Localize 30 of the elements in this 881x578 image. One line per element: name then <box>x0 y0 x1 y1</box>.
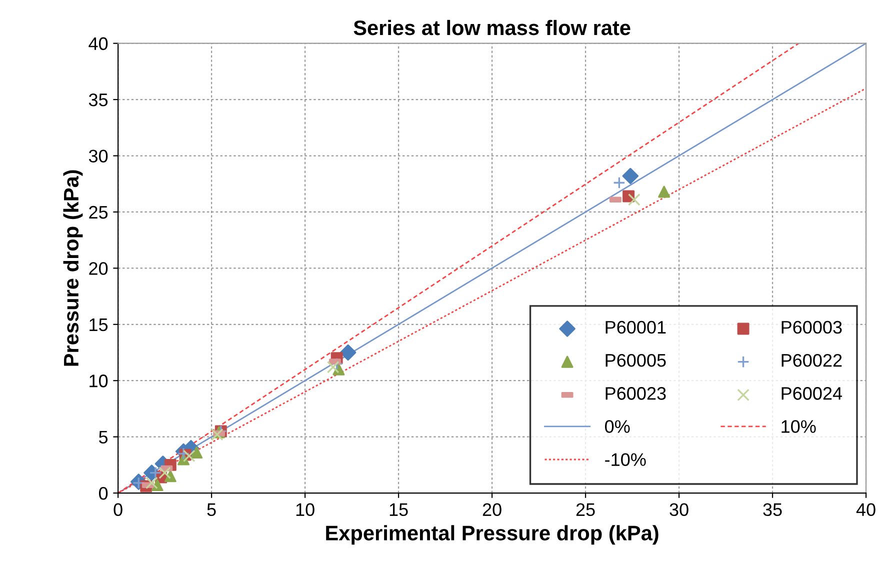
chart-title: Series at low mass flow rate <box>354 20 630 36</box>
legend-label: P60023 <box>606 387 666 400</box>
x-tick-label: 10 <box>296 503 314 516</box>
x-axis-title: Experimental Pressure drop (kPa) <box>326 525 658 545</box>
x-tick-label: 35 <box>763 503 782 516</box>
y-tick-label: 35 <box>88 93 108 106</box>
legend-label: 0% <box>605 420 630 433</box>
y-tick-label: 20 <box>89 262 108 275</box>
y-tick-label: 40 <box>88 37 108 50</box>
legend-label: -10% <box>605 453 646 466</box>
legend-label: 10% <box>782 420 816 433</box>
x-tick-label: 20 <box>482 503 502 516</box>
legend-label: P60003 <box>782 320 842 334</box>
x-tick-label: 25 <box>576 503 595 516</box>
legend-label: P60001 <box>606 320 666 334</box>
y-axis-title: Pressure drop (kPa) <box>63 170 83 366</box>
x-tick-label: 0 <box>114 503 122 516</box>
legend-label: P60022 <box>782 354 842 367</box>
y-tick-label: 15 <box>90 318 108 332</box>
x-tick-label: 15 <box>390 503 408 516</box>
y-tick-label: 5 <box>99 430 108 444</box>
y-tick-label: 25 <box>89 206 108 219</box>
x-tick-label: 5 <box>207 503 216 516</box>
y-tick-label: 0 <box>98 486 108 500</box>
x-tick-label: 40 <box>856 503 876 516</box>
y-tick-label: 30 <box>88 150 108 162</box>
legend-label: P60024 <box>782 387 842 400</box>
y-tick-label: 10 <box>90 374 108 388</box>
x-tick-label: 30 <box>670 503 688 516</box>
legend-label: P60005 <box>606 354 666 367</box>
